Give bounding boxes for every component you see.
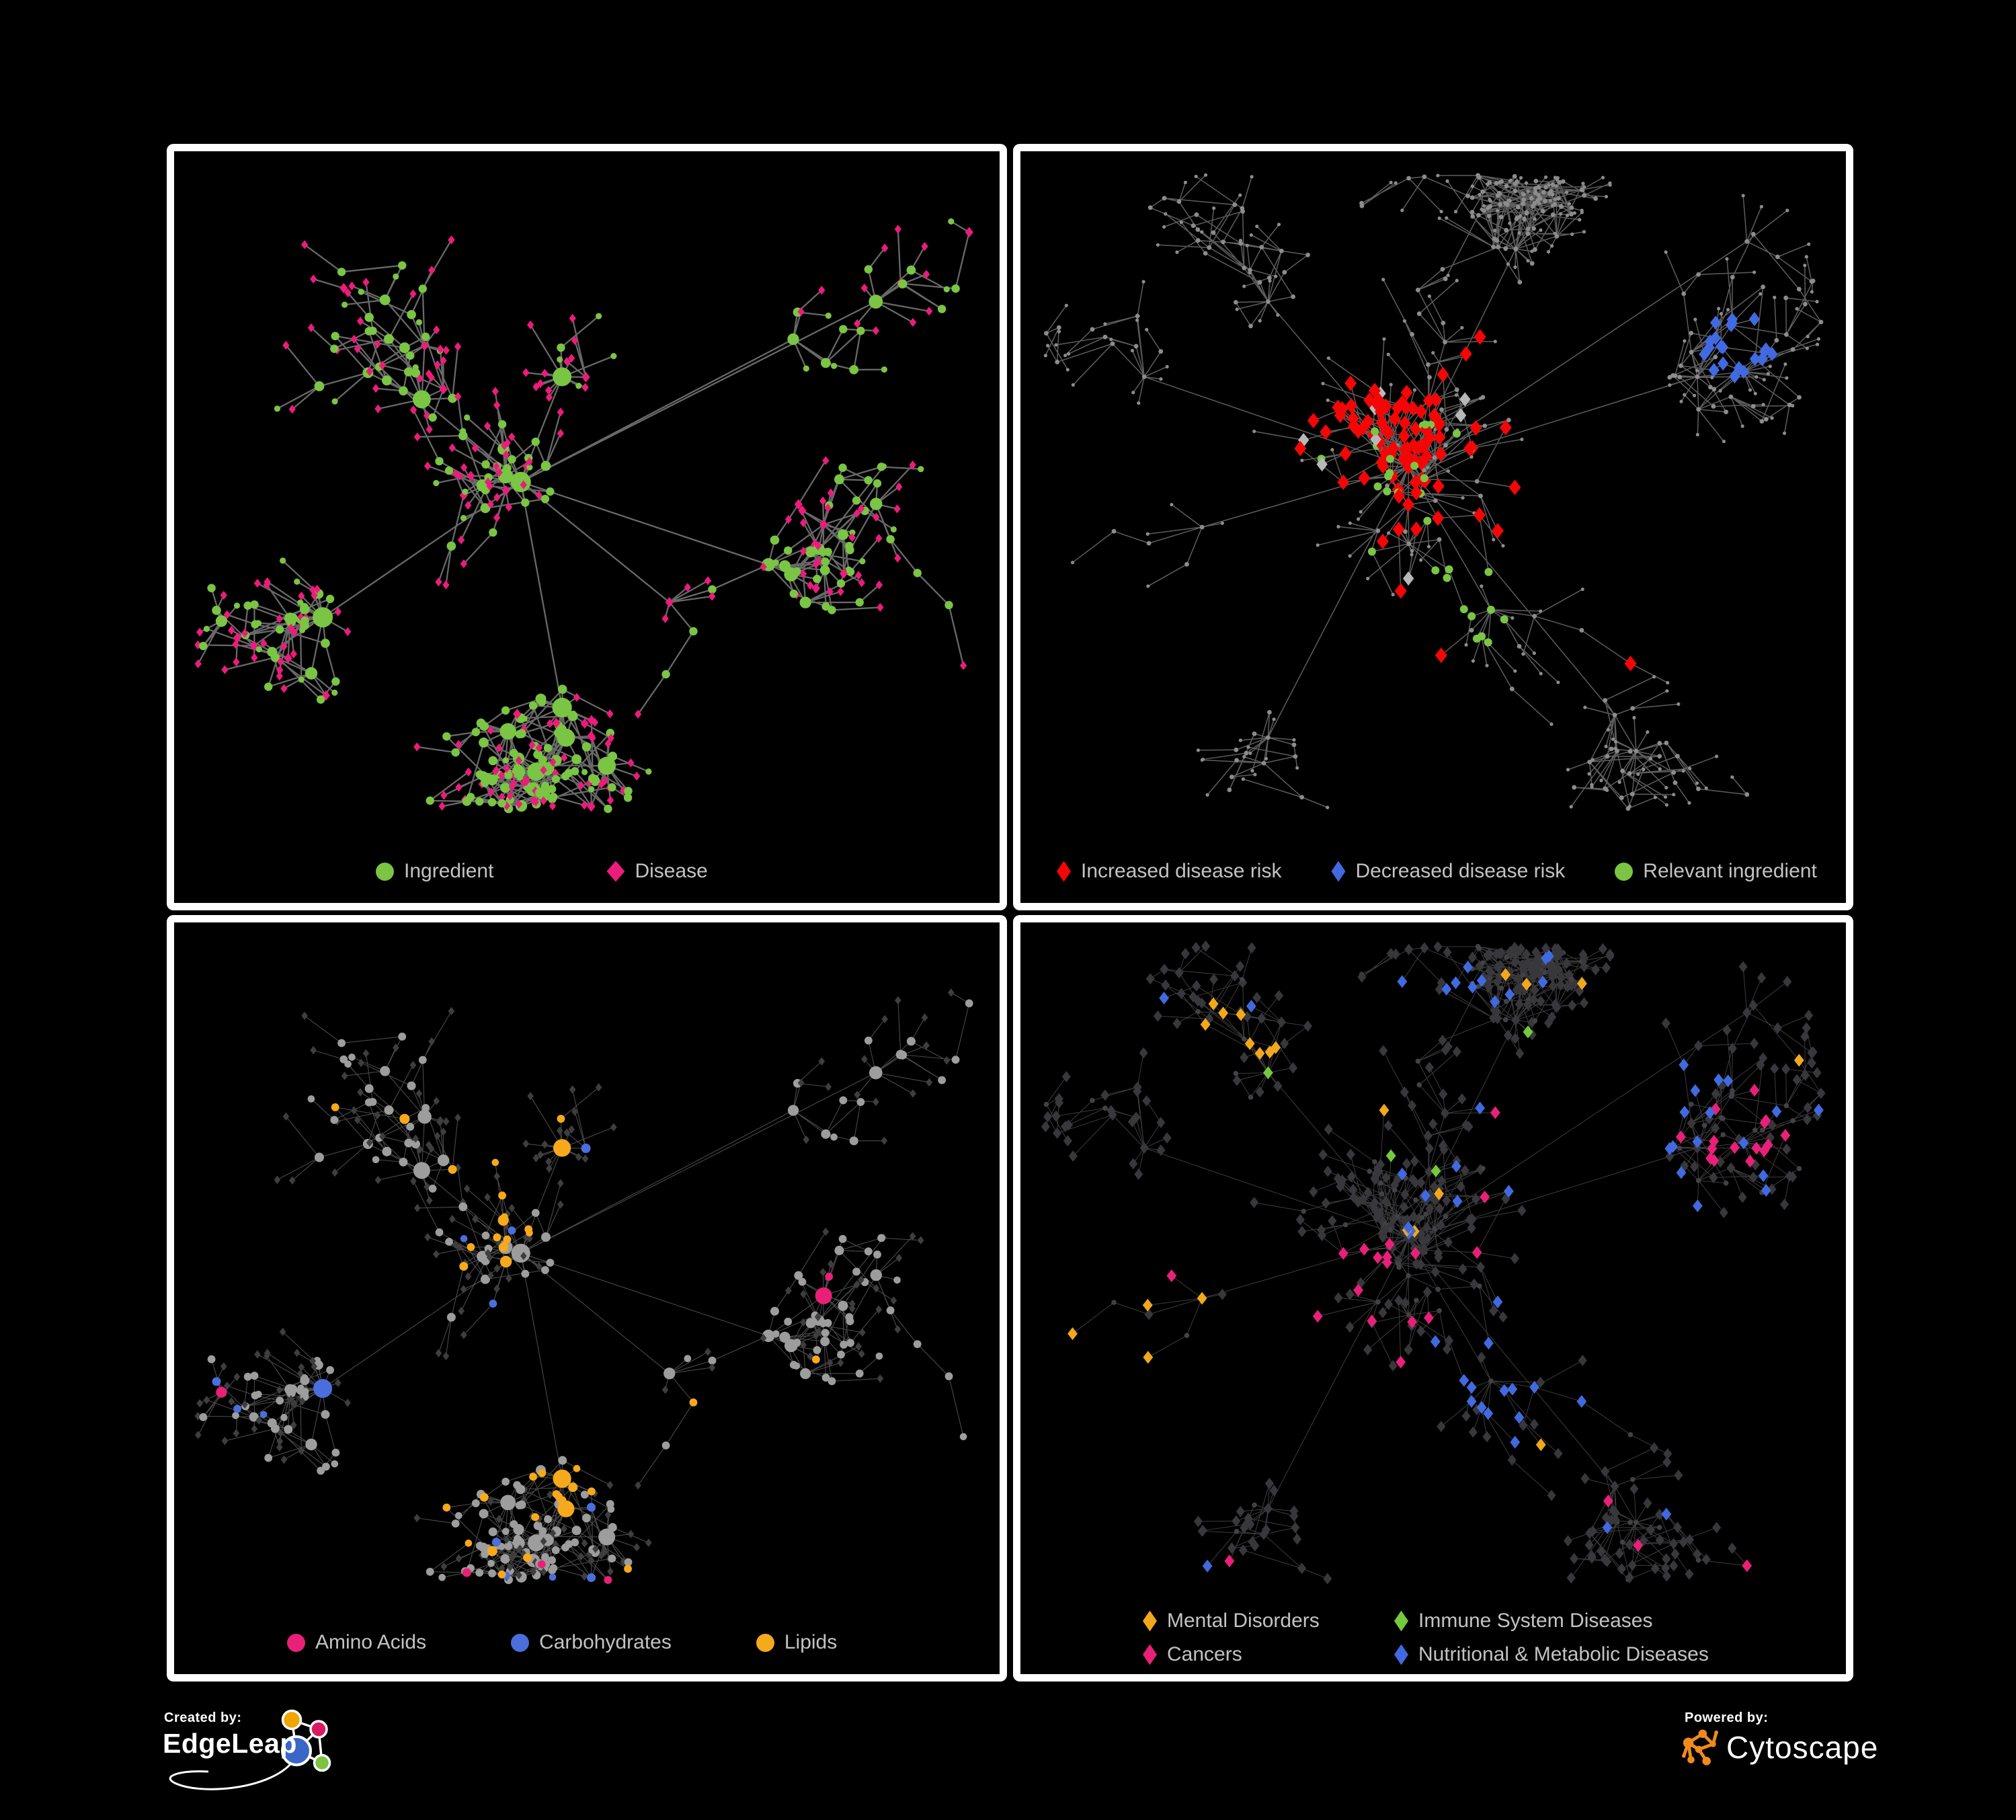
legend-label-lipids: Lipids — [784, 1631, 838, 1653]
legend-item-ingredient: Ingredient — [376, 860, 493, 883]
legend-label-carbohydrates: Carbohydrates — [539, 1631, 672, 1653]
increased-risk-diamond-icon — [1057, 861, 1071, 882]
carbohydrates-circle-icon — [511, 1633, 530, 1652]
edgeleap-brand-text: EdgeLeap — [163, 1728, 297, 1759]
legend-item-relevant-ingredient: Relevant ingredient — [1615, 860, 1817, 883]
disease-risk-legend: Increased disease risk Decreased disease… — [1020, 860, 1846, 883]
legend-label-immune-system-diseases: Immune System Diseases — [1418, 1610, 1653, 1632]
edgeleap-logo: Created by: EdgeLeap — [159, 1709, 401, 1815]
lipids-circle-icon — [756, 1633, 774, 1652]
legend-item-mental-disorders: Mental Disorders — [1143, 1610, 1394, 1632]
mental-disorders-diamond-icon — [1143, 1610, 1157, 1632]
nutrient-classes-legend: Amino Acids Carbohydrates Lipids — [174, 1631, 1000, 1654]
legend-item-amino-acids: Amino Acids — [287, 1631, 426, 1654]
legend-label-increased-risk: Increased disease risk — [1081, 860, 1282, 882]
legend-item-increased-risk: Increased disease risk — [1057, 860, 1281, 883]
cytoscape-brand-text: Cytoscape — [1726, 1730, 1879, 1765]
panel-nutrient-classes: Amino Acids Carbohydrates Lipids — [167, 915, 1007, 1681]
immune-system-diseases-diamond-icon — [1394, 1610, 1408, 1632]
cytoscape-logo: Powered by: Cytoscape — [1679, 1710, 1962, 1805]
legend-item-disease: Disease — [606, 860, 708, 883]
legend-item-carbohydrates: Carbohydrates — [511, 1631, 672, 1654]
legend-label-cancers: Cancers — [1167, 1643, 1242, 1665]
relevant-ingredient-circle-icon — [1615, 862, 1634, 881]
created-by-label: Created by: — [164, 1710, 242, 1725]
legend-label-disease: Disease — [635, 860, 708, 882]
decreased-risk-diamond-icon — [1331, 861, 1346, 882]
powered-by-label: Powered by: — [1685, 1710, 1769, 1725]
disease-categories-network-graph — [1041, 940, 1826, 1585]
legend-label-ingredient: Ingredient — [404, 860, 494, 882]
edgeleap-network-icon — [169, 1709, 331, 1790]
panel-disease-risk: Increased disease risk Decreased disease… — [1013, 144, 1853, 910]
panel-ingredient-disease: Ingredient Disease — [167, 144, 1007, 910]
legend-label-nutritional-metabolic-diseases: Nutritional & Metabolic Diseases — [1418, 1643, 1709, 1665]
panel-disease-categories: Mental Disorders Immune System Diseases … — [1013, 915, 1853, 1681]
legend-label-decreased-risk: Decreased disease risk — [1355, 860, 1566, 882]
nutritional-metabolic-diseases-diamond-icon — [1394, 1644, 1408, 1665]
ingredient-disease-network-graph — [194, 218, 973, 814]
legend-label-mental-disorders: Mental Disorders — [1167, 1610, 1320, 1632]
disease-categories-legend: Mental Disorders Immune System Diseases … — [1143, 1610, 1709, 1666]
legend-item-cancers: Cancers — [1143, 1643, 1394, 1666]
nutrient-classes-network-graph — [194, 988, 973, 1585]
legend-label-relevant-ingredient: Relevant ingredient — [1643, 860, 1817, 882]
legend-item-lipids: Lipids — [756, 1631, 837, 1654]
cytoscape-network-icon — [1681, 1729, 1719, 1766]
cancers-diamond-icon — [1143, 1644, 1157, 1665]
legend-label-amino-acids: Amino Acids — [315, 1631, 427, 1653]
disease-risk-network-graph — [1043, 173, 1824, 812]
ingredient-disease-legend: Ingredient Disease — [174, 860, 1000, 883]
ingredient-circle-icon — [376, 862, 394, 881]
legend-item-immune-system-diseases: Immune System Diseases — [1394, 1610, 1709, 1632]
legend-item-decreased-risk: Decreased disease risk — [1331, 860, 1565, 883]
disease-diamond-icon — [606, 861, 625, 882]
amino-acids-circle-icon — [287, 1633, 305, 1652]
legend-item-nutritional-metabolic-diseases: Nutritional & Metabolic Diseases — [1394, 1643, 1709, 1666]
